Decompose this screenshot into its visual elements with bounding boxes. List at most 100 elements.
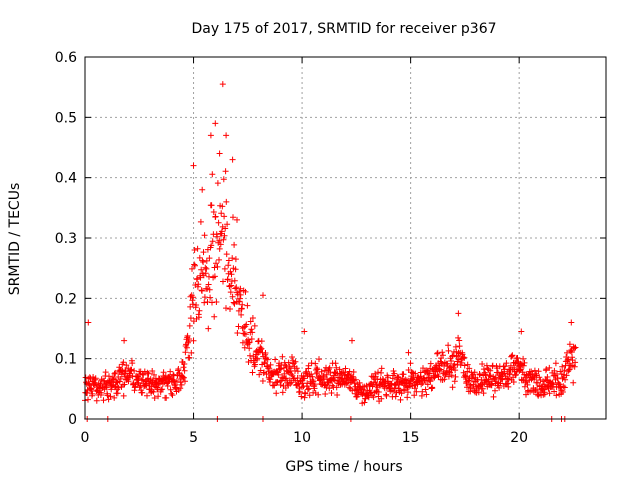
data-point (298, 393, 305, 400)
data-point (206, 286, 213, 293)
data-point (462, 373, 469, 380)
data-point (375, 369, 381, 376)
data-point (461, 362, 468, 369)
data-point (273, 390, 280, 397)
data-point (306, 392, 313, 399)
data-point (407, 360, 414, 367)
data-point (93, 397, 100, 404)
data-point (541, 391, 548, 398)
data-point (264, 356, 271, 363)
data-point (469, 385, 476, 392)
data-point (224, 276, 231, 283)
data-point (230, 299, 237, 306)
data-point (108, 386, 115, 393)
data-point (121, 381, 128, 388)
data-point (120, 392, 127, 399)
data-point (570, 379, 577, 386)
data-point (216, 150, 223, 157)
data-point (221, 213, 228, 220)
data-point (212, 120, 219, 127)
data-point (120, 359, 127, 366)
data-point (219, 81, 226, 88)
data-point (116, 378, 123, 385)
data-point (232, 266, 239, 273)
data-point (432, 368, 439, 375)
data-point (378, 395, 385, 402)
data-point (216, 237, 223, 244)
data-point (342, 365, 349, 372)
data-point (229, 293, 236, 300)
data-point (190, 294, 197, 301)
data-point (272, 356, 279, 363)
data-point (225, 257, 232, 264)
data-point (303, 368, 310, 375)
data-point (394, 373, 401, 380)
data-point (145, 370, 152, 377)
data-point (194, 245, 201, 252)
data-point (312, 360, 319, 367)
data-point (407, 380, 414, 387)
data-point (344, 379, 351, 386)
data-point (279, 374, 286, 381)
data-point (287, 365, 294, 372)
data-point (178, 381, 185, 388)
data-point (451, 378, 458, 385)
data-point (188, 349, 195, 356)
data-point (568, 349, 575, 356)
data-point (445, 342, 452, 349)
data-point (572, 359, 579, 366)
data-point (266, 365, 273, 372)
data-point (306, 385, 312, 392)
data-point (216, 256, 222, 263)
data-point (294, 368, 301, 375)
data-point (252, 361, 259, 368)
data-point (181, 361, 188, 367)
data-point (479, 361, 486, 367)
data-point (191, 247, 198, 253)
data-point (234, 216, 240, 223)
data-point (372, 379, 379, 386)
data-point (85, 396, 91, 403)
x-tick-label: 20 (510, 430, 528, 446)
data-point (228, 282, 235, 289)
data-point (404, 394, 411, 401)
data-point (271, 382, 278, 389)
data-point (351, 380, 358, 387)
data-point (85, 319, 92, 326)
y-tick-label: 0.6 (55, 50, 77, 66)
data-point (196, 307, 203, 314)
data-point (311, 381, 318, 388)
data-point (223, 132, 230, 139)
data-point (200, 259, 207, 265)
data-point (553, 392, 560, 399)
data-point (285, 359, 292, 366)
data-point (434, 349, 441, 356)
data-point (104, 392, 111, 399)
y-tick-label: 0 (68, 412, 77, 428)
data-point (169, 392, 176, 399)
data-point (207, 132, 214, 139)
data-point (456, 337, 463, 344)
data-point (155, 393, 162, 400)
data-point (464, 384, 470, 391)
data-point (296, 388, 303, 395)
data-point (237, 295, 243, 302)
data-point (167, 386, 174, 393)
data-point (350, 376, 357, 383)
data-point (451, 361, 458, 368)
data-point (219, 203, 226, 210)
data-point (237, 285, 244, 292)
data-point (196, 314, 202, 321)
data-point (247, 318, 254, 325)
x-axis-label: GPS time / hours (285, 459, 402, 475)
data-point (308, 371, 315, 378)
data-point (350, 369, 357, 375)
data-point (413, 388, 420, 395)
data-point (352, 376, 359, 383)
data-point (361, 399, 368, 406)
data-point (279, 389, 286, 396)
data-point (496, 384, 503, 391)
data-point (211, 313, 218, 320)
data-point (492, 387, 498, 394)
data-point (543, 366, 550, 373)
